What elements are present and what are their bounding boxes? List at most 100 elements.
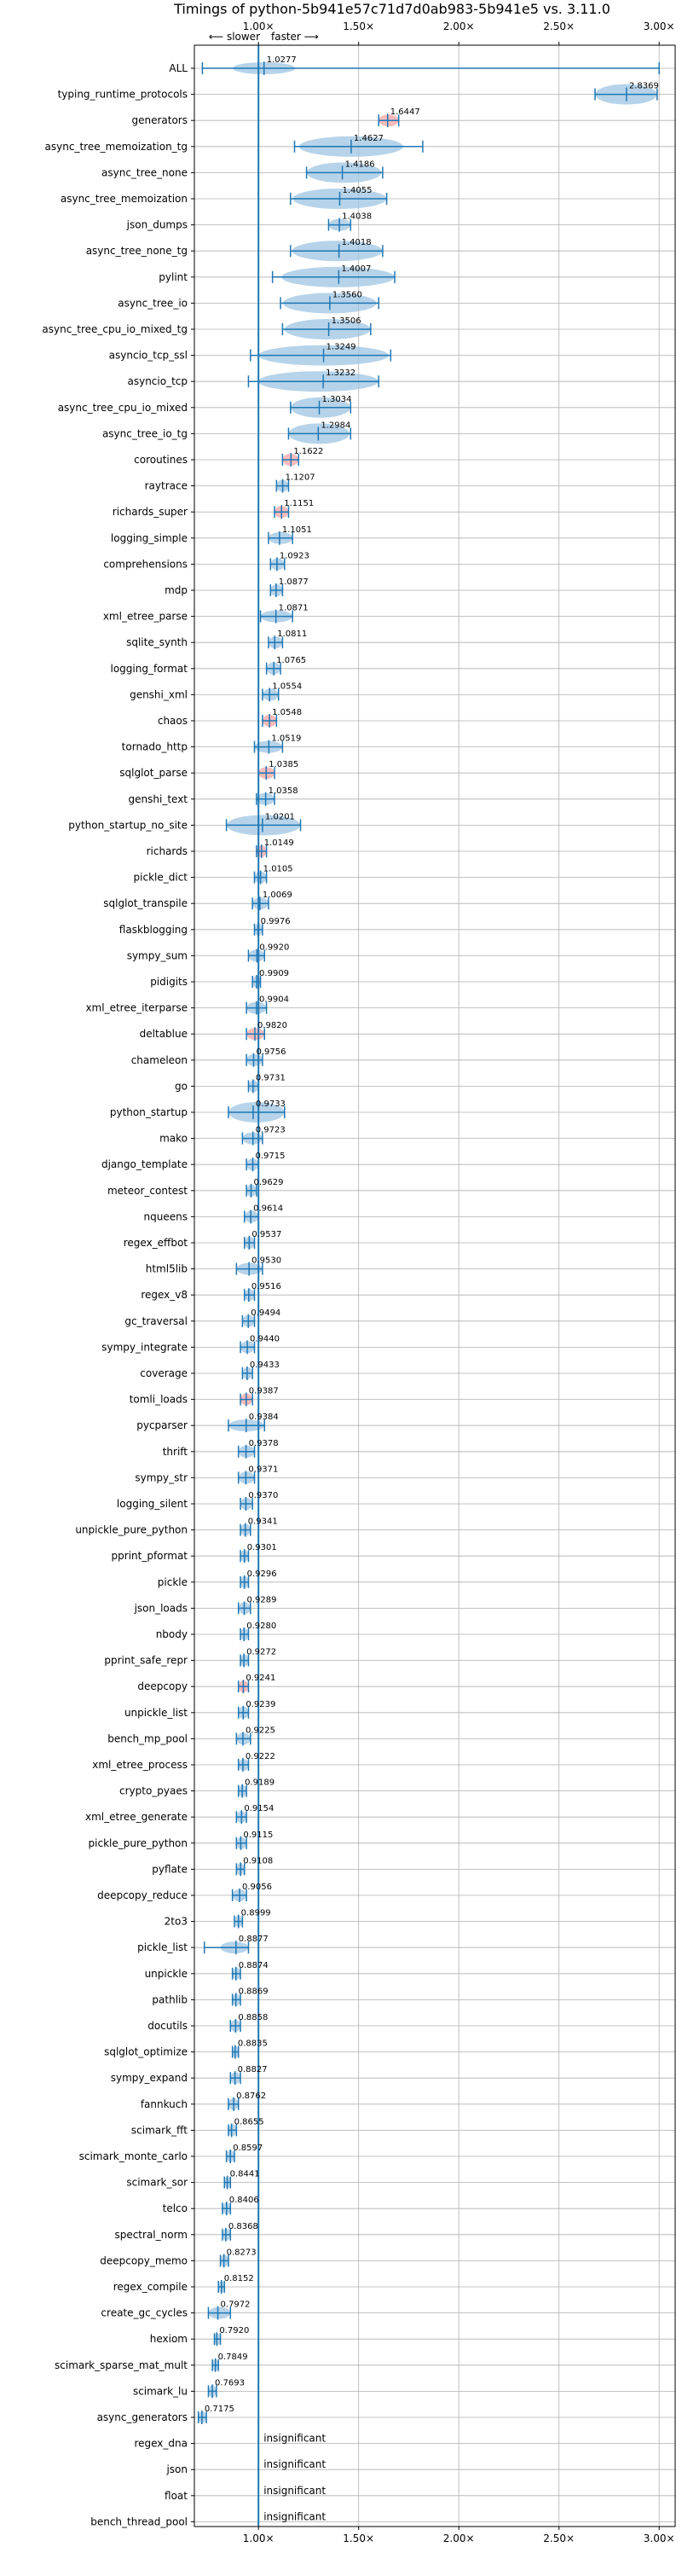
bottom-tick-label: 2.00×: [443, 2532, 475, 2544]
benchmark-label: create_gc_cycles: [101, 2307, 188, 2319]
top-tick-label: 1.50×: [343, 20, 374, 32]
value-label: 0.8368: [228, 2222, 258, 2231]
value-label: 0.9530: [251, 1256, 281, 1266]
value-label: 0.9056: [242, 1883, 272, 1892]
value-label: 0.9301: [247, 1543, 277, 1552]
benchmark-label: pidigits: [150, 976, 188, 988]
value-label: 1.0201: [265, 812, 295, 821]
benchmark-label: deltablue: [140, 1028, 188, 1040]
benchmark-label: unpickle_list: [124, 1707, 188, 1719]
value-label: 1.0877: [279, 577, 309, 587]
benchmark-label: xml_etree_generate: [85, 1811, 188, 1823]
benchmark-label: generators: [131, 114, 188, 126]
benchmark-label: regex_effbot: [124, 1237, 188, 1249]
benchmark-label: json: [165, 2463, 188, 2475]
value-label: 1.4055: [342, 186, 372, 195]
benchmark-label: python_startup: [110, 1106, 188, 1118]
benchmark-label: django_template: [101, 1158, 188, 1170]
value-label: 1.4186: [345, 160, 375, 169]
value-label: 1.0554: [272, 682, 302, 691]
benchmark-label: sqlglot_transpile: [103, 897, 188, 909]
benchmark-label: pyflate: [152, 1863, 188, 1875]
benchmark-label: sqlglot_parse: [119, 767, 188, 779]
benchmark-label: async_tree_memoization_tg: [45, 141, 188, 153]
value-label: 0.9289: [246, 1595, 276, 1604]
value-label: 1.0105: [263, 865, 293, 874]
value-label: 2.8369: [629, 82, 659, 91]
insignificant-label: insignificant: [263, 2485, 326, 2497]
chart-title: Timings of python-5b941e57c71d7d0ab983-5…: [173, 1, 610, 17]
value-label: 0.9614: [253, 1204, 283, 1213]
value-label: 0.9341: [248, 1517, 278, 1527]
value-label: 0.8152: [224, 2274, 254, 2283]
benchmark-label: asyncio_tcp: [127, 375, 188, 387]
benchmark-label: float: [165, 2490, 188, 2502]
benchmark-label: scimark_fft: [131, 2124, 188, 2136]
value-label: 0.7920: [219, 2326, 249, 2335]
benchmark-label: nqueens: [144, 1210, 188, 1222]
value-label: 0.8835: [238, 2039, 268, 2049]
value-label: 0.7693: [215, 2378, 245, 2387]
value-label: 1.0149: [264, 838, 294, 848]
value-label: 1.0871: [279, 604, 309, 613]
benchmark-label: async_generators: [97, 2411, 188, 2423]
value-label: 0.9494: [251, 1308, 280, 1318]
benchmark-label: unpickle_pure_python: [75, 1524, 188, 1536]
insignificant-label: insignificant: [263, 2458, 326, 2470]
benchmark-label: flaskblogging: [119, 924, 188, 936]
benchmark-label: meteor_contest: [107, 1185, 188, 1197]
value-label: 1.1207: [286, 473, 315, 483]
value-label: 0.9108: [243, 1856, 273, 1865]
benchmark-label: json_dumps: [126, 219, 188, 231]
value-label: 0.8597: [233, 2144, 263, 2153]
value-label: 0.9723: [256, 1126, 286, 1135]
value-label: 0.9378: [249, 1439, 279, 1448]
benchmark-label: deepcopy_reduce: [97, 1889, 188, 1901]
benchmark-label: tornado_http: [122, 741, 188, 753]
value-label: 1.4038: [342, 212, 372, 222]
benchmark-label: crypto_pyaes: [119, 1785, 188, 1797]
benchmark-label: chameleon: [131, 1054, 188, 1066]
benchmark-label: telco: [163, 2202, 188, 2214]
benchmark-label: scimark_lu: [133, 2385, 188, 2397]
top-tick-label: 1.00×: [243, 20, 275, 32]
axis-ticks: 1.00× 1.00× 1.50× 1.50× 2.00× 2.00× 2.50× 2.50×…: [42, 20, 674, 2544]
value-label: 0.9371: [248, 1465, 278, 1474]
benchmark-label: go: [175, 1080, 188, 1092]
benchmark-label: sqlite_synth: [126, 636, 188, 648]
benchmark-label: richards_super: [113, 506, 188, 518]
value-label: 0.9440: [250, 1334, 280, 1343]
value-label: 0.9154: [244, 1804, 274, 1813]
value-label: 0.7972: [221, 2300, 251, 2310]
value-label: 0.8655: [234, 2117, 264, 2126]
value-label: 1.4007: [341, 264, 371, 274]
benchmark-label: unpickle: [145, 1968, 188, 1980]
benchmark-label: comprehensions: [103, 558, 188, 570]
benchmark-label: sympy_str: [135, 1471, 188, 1483]
value-label: 1.0811: [277, 629, 307, 639]
benchmark-label: hexiom: [150, 2333, 188, 2345]
value-label: 0.8827: [238, 2065, 268, 2074]
top-tick-label: 3.00×: [644, 20, 675, 32]
value-label: 0.9629: [253, 1178, 283, 1187]
benchmark-label: async_tree_io_tg: [102, 427, 188, 439]
value-label: 1.6447: [390, 107, 420, 117]
bottom-tick-label: 1.50×: [343, 2532, 374, 2544]
value-label: 0.7849: [218, 2353, 248, 2362]
benchmark-label: async_tree_none_tg: [86, 245, 188, 257]
benchmark-label: scimark_sparse_mat_mult: [55, 2359, 188, 2371]
value-label: 1.3249: [327, 343, 356, 352]
benchmark-label: pprint_pformat: [112, 1550, 188, 1562]
benchmark-label: html5lib: [146, 1263, 188, 1275]
value-label: 1.1622: [293, 447, 323, 456]
value-label: 0.9756: [256, 1047, 286, 1057]
benchmark-label: json_loads: [134, 1602, 188, 1614]
value-label: 0.8406: [229, 2196, 259, 2205]
benchmark-label: spectral_norm: [114, 2229, 188, 2241]
value-label: 0.9387: [249, 1387, 279, 1396]
benchmark-label: async_tree_none: [101, 166, 188, 178]
benchmark-label: python_startup_no_site: [68, 819, 188, 831]
value-label: 0.8858: [238, 2013, 268, 2022]
benchmark-label: async_tree_cpu_io_mixed: [58, 402, 188, 414]
value-label: 1.4627: [354, 134, 384, 143]
